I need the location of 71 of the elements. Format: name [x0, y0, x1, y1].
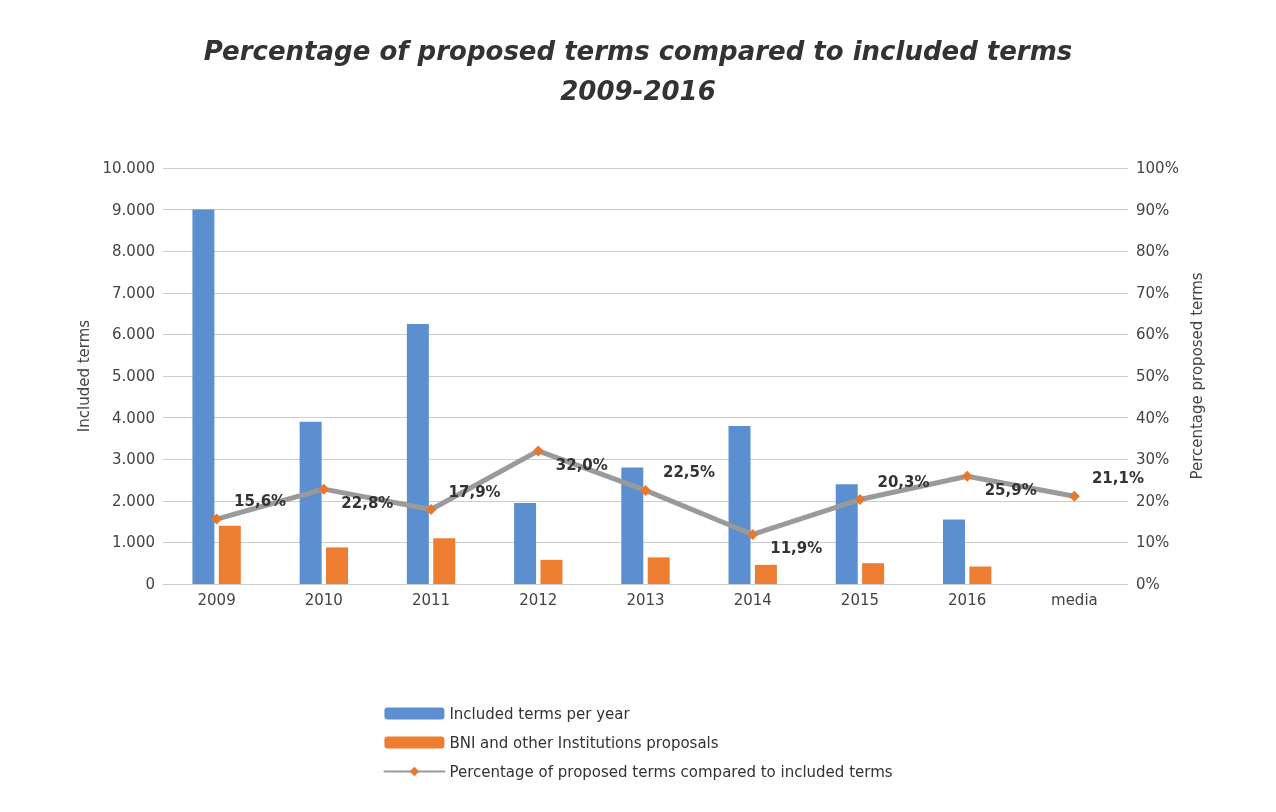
y2-tick-label: 50%	[1136, 367, 1170, 385]
y-tick-label: 3.000	[112, 450, 155, 469]
data-label: 17,9%	[448, 482, 501, 501]
bar	[326, 547, 349, 584]
legend-label: Included terms per year	[449, 704, 631, 723]
bar	[862, 563, 885, 584]
x-tick-label: 2012	[519, 590, 558, 609]
bar	[514, 502, 537, 584]
point	[854, 494, 866, 506]
data-label: 22,8%	[341, 494, 394, 513]
y-tick-label: 7.000	[112, 283, 155, 302]
y2-tick-label: 0%	[1136, 575, 1160, 593]
y-tick-label: 9.000	[112, 200, 155, 219]
bar	[621, 467, 644, 584]
data-label: 11,9%	[770, 539, 823, 558]
x-tick-label: 2013	[626, 590, 665, 609]
y2-tick-label: 60%	[1136, 325, 1170, 344]
chart-title: Percentage of proposed terms compared to included terms 2009-2016	[203, 36, 1073, 106]
bar	[835, 484, 858, 584]
y-tick-label: 4.000	[112, 408, 155, 427]
point	[211, 513, 223, 525]
point	[640, 484, 651, 496]
y-tick-label: 6.000	[112, 325, 155, 344]
bar	[433, 538, 456, 584]
bar	[299, 421, 322, 584]
legend-label: BNI and other Institutions proposals	[449, 733, 719, 752]
y-tick-label: 10.000	[102, 159, 155, 177]
x-tick-label: media	[1051, 590, 1098, 609]
bar	[647, 557, 670, 584]
point	[318, 483, 330, 495]
y2-tick-label: 10%	[1136, 533, 1170, 552]
bar	[192, 209, 215, 584]
point	[532, 445, 544, 457]
point	[961, 470, 973, 482]
y2-tick-label: 70%	[1136, 283, 1170, 302]
y2-tick-label: 80%	[1136, 242, 1170, 261]
point	[1068, 490, 1080, 502]
data-label: 22,5%	[663, 463, 716, 482]
bar	[942, 519, 965, 584]
bar	[754, 564, 777, 584]
y-tick-label: 5.000	[112, 367, 155, 385]
legend-label: Percentage of proposed terms compared to included terms	[449, 762, 893, 781]
y-tick-label: 0	[145, 575, 155, 593]
x-tick-label: 2015	[840, 590, 880, 609]
x-tick-label: 2010	[304, 590, 343, 609]
x-tick-label: 2016	[948, 590, 987, 609]
y2-axis-title: Percentage proposed terms	[1188, 272, 1207, 480]
y2-tick-label: 20%	[1136, 491, 1170, 510]
y-tick-label: 1.000	[112, 533, 155, 552]
bar	[728, 425, 751, 584]
y2-tick-label: 30%	[1136, 450, 1170, 469]
y-tick-label: 8.000	[112, 242, 155, 261]
data-label: 21,1%	[1091, 469, 1144, 488]
bar	[969, 566, 992, 584]
y2-tick-label: 90%	[1136, 200, 1170, 219]
point	[425, 504, 437, 516]
y2-tick-label: 40%	[1136, 408, 1170, 427]
bar	[540, 559, 563, 584]
data-label: 25,9%	[984, 481, 1037, 500]
y-axis-title: Included terms	[75, 319, 94, 433]
y-tick-label: 2.000	[112, 491, 155, 510]
data-label: 15,6%	[234, 492, 287, 511]
bar	[218, 525, 241, 584]
x-tick-label: 2009	[197, 590, 236, 609]
data-label: 20,3%	[877, 472, 930, 491]
data-label: 32,0%	[555, 455, 608, 474]
x-tick-label: 2014	[733, 590, 772, 609]
y2-tick-label: 100%	[1136, 159, 1179, 177]
point	[747, 529, 759, 540]
x-tick-label: 2011	[411, 590, 451, 609]
bar	[406, 324, 429, 584]
